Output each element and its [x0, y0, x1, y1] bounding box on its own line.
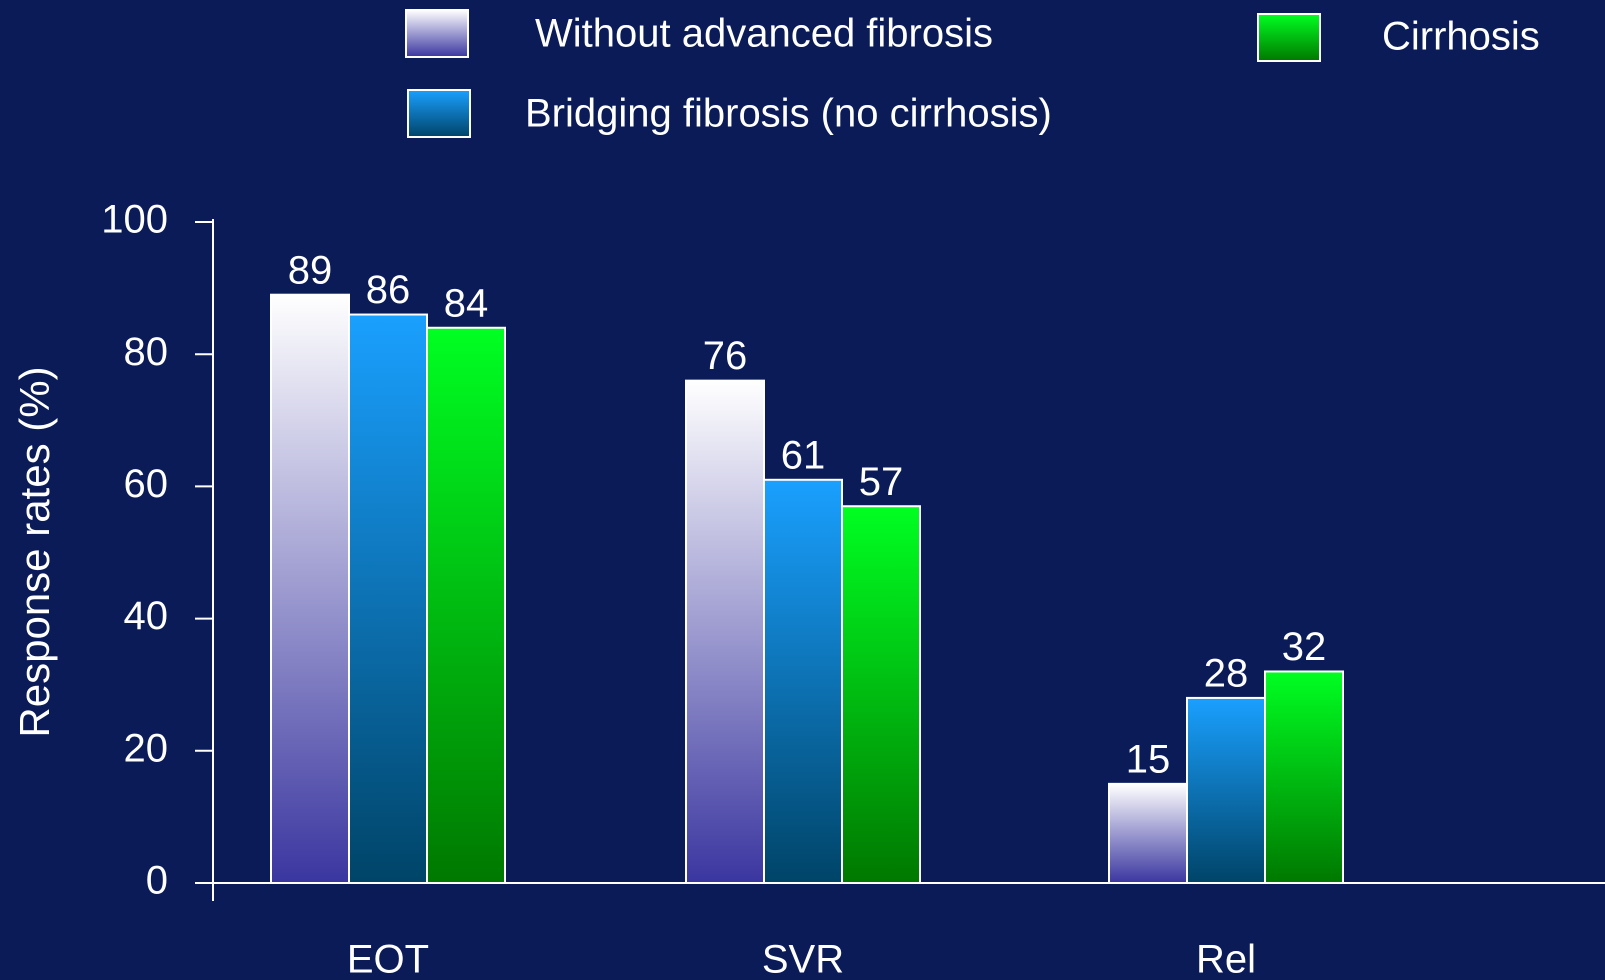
value-label: 84: [444, 281, 489, 325]
legend-label: Bridging fibrosis (no cirrhosis): [525, 92, 1052, 136]
bar: [1264, 670, 1344, 884]
bar: [270, 293, 350, 884]
legend-label: Without advanced fibrosis: [535, 12, 993, 56]
bar: [841, 505, 921, 884]
y-tick-label: 20: [124, 726, 169, 770]
y-tick-label: 100: [101, 198, 168, 242]
y-axis-label: Response rates (%): [11, 366, 58, 737]
y-tick-label: 60: [124, 462, 169, 506]
x-tick-label: Rel: [1196, 938, 1256, 980]
legend-swatch: [407, 89, 471, 138]
bar: [348, 313, 428, 885]
y-tick-label: 40: [124, 594, 169, 638]
legend-label: Cirrhosis: [1382, 15, 1540, 59]
legend-swatch: [405, 9, 469, 58]
bar: [1108, 782, 1188, 884]
value-label: 86: [366, 268, 411, 312]
value-label: 15: [1126, 737, 1171, 781]
bar: [685, 379, 765, 884]
value-label: 32: [1282, 625, 1327, 669]
x-tick-label: SVR: [762, 938, 844, 980]
value-label: 89: [288, 248, 333, 292]
value-label: 28: [1204, 651, 1249, 695]
x-tick-label: EOT: [347, 938, 429, 980]
value-label: 61: [781, 433, 826, 477]
y-tick-label: 0: [146, 859, 168, 903]
value-label: 57: [859, 460, 904, 504]
bar: [426, 326, 506, 884]
legend-swatch: [1257, 13, 1321, 62]
y-tick-label: 80: [124, 330, 169, 374]
bar: [763, 478, 843, 884]
bar: [1186, 696, 1266, 884]
value-label: 76: [703, 334, 748, 378]
